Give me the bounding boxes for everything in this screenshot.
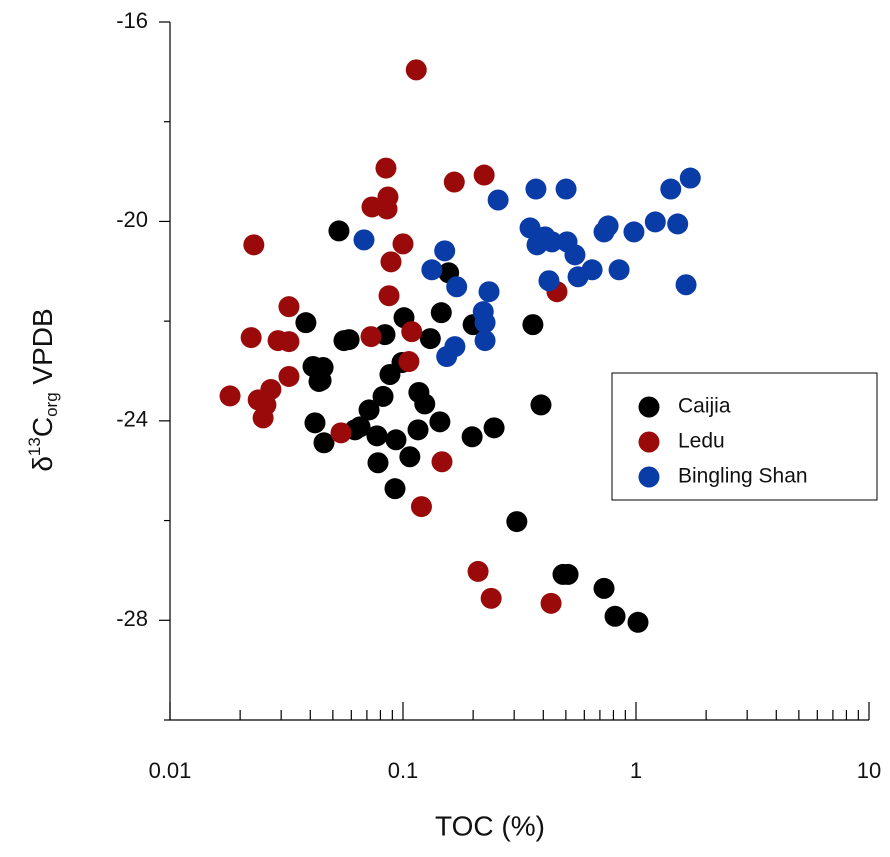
point xyxy=(597,215,619,237)
legend-label: Caijia xyxy=(678,395,731,418)
point xyxy=(478,281,500,303)
legend-marker xyxy=(638,396,660,418)
point xyxy=(414,393,436,415)
point xyxy=(384,478,406,500)
point xyxy=(530,394,552,416)
point xyxy=(675,274,697,296)
point xyxy=(243,234,265,256)
point xyxy=(398,351,420,373)
legend-label: Bingling Shan xyxy=(678,465,808,488)
y-label-prefix: δ xyxy=(27,456,58,472)
point xyxy=(541,231,563,253)
point xyxy=(474,330,496,352)
point xyxy=(376,198,398,220)
point xyxy=(278,365,300,387)
point xyxy=(443,171,465,193)
point xyxy=(434,240,456,262)
point xyxy=(623,221,645,243)
point xyxy=(431,451,453,473)
point xyxy=(338,329,360,351)
point xyxy=(240,327,262,349)
point xyxy=(525,178,547,200)
point xyxy=(419,328,441,350)
point xyxy=(644,211,666,233)
point xyxy=(593,577,615,599)
point xyxy=(555,178,577,200)
point xyxy=(330,422,352,444)
point xyxy=(366,425,388,447)
point xyxy=(358,399,380,421)
point xyxy=(328,220,350,242)
point xyxy=(410,496,432,518)
point xyxy=(378,285,400,307)
point xyxy=(540,592,562,614)
legend-marker xyxy=(638,431,660,453)
point xyxy=(367,452,389,474)
point xyxy=(430,302,452,324)
point xyxy=(487,189,509,211)
point xyxy=(407,419,429,441)
y-tick-label: -16 xyxy=(116,8,148,33)
point xyxy=(564,244,586,266)
x-axis-label: TOC (%) xyxy=(435,810,545,841)
point xyxy=(608,259,630,281)
point xyxy=(604,605,626,627)
legend-marker xyxy=(638,466,660,488)
x-tick-label: 0.01 xyxy=(149,758,192,783)
y-axis-label: δ13Corg VPDB xyxy=(25,308,61,471)
point xyxy=(473,164,495,186)
point xyxy=(627,611,649,633)
point xyxy=(444,336,466,358)
point xyxy=(219,385,241,407)
point xyxy=(522,314,544,336)
point xyxy=(461,426,483,448)
point xyxy=(278,296,300,318)
point xyxy=(360,326,382,348)
point xyxy=(483,417,505,439)
point xyxy=(667,213,689,235)
y-tick-label: -20 xyxy=(116,207,148,232)
point xyxy=(304,412,326,434)
point xyxy=(313,432,335,454)
y-label-sup: 13 xyxy=(25,437,44,456)
point xyxy=(278,331,300,353)
point xyxy=(392,233,414,255)
point xyxy=(467,560,489,582)
point xyxy=(480,587,502,609)
point xyxy=(372,385,394,407)
point xyxy=(429,411,451,433)
point xyxy=(581,259,603,281)
point xyxy=(385,429,407,451)
point xyxy=(375,157,397,179)
point xyxy=(421,259,443,281)
point xyxy=(399,446,421,468)
point xyxy=(260,378,282,400)
y-tick-label: -28 xyxy=(116,606,148,631)
point xyxy=(557,563,579,585)
point xyxy=(308,370,330,392)
y-label-sub: org xyxy=(42,392,61,417)
point xyxy=(349,416,371,438)
legend-label: Ledu xyxy=(678,430,725,453)
point xyxy=(679,167,701,189)
point xyxy=(506,511,528,533)
x-tick-label: 0.1 xyxy=(388,758,419,783)
y-label-suffix: VPDB xyxy=(27,308,58,392)
point xyxy=(405,59,427,81)
point xyxy=(538,270,560,292)
x-tick-label: 10 xyxy=(857,758,881,783)
y-tick-label: -24 xyxy=(116,407,148,432)
point xyxy=(380,251,402,273)
y-label-main: C xyxy=(27,417,58,437)
point xyxy=(660,178,682,200)
point xyxy=(474,312,496,334)
point xyxy=(446,276,468,298)
point xyxy=(401,321,423,343)
point xyxy=(353,229,375,251)
x-tick-label: 1 xyxy=(630,758,642,783)
point xyxy=(295,312,317,334)
